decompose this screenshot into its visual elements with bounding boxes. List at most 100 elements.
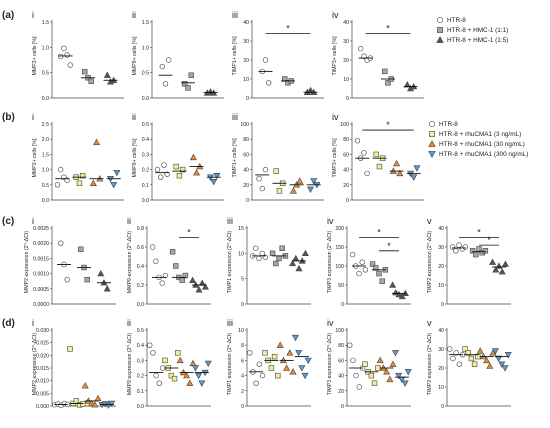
- data-point: [396, 169, 404, 177]
- data-point: [462, 346, 468, 352]
- data-point: [173, 163, 179, 170]
- data-point: [186, 379, 194, 386]
- data-point: [501, 260, 509, 267]
- data-point: [356, 384, 363, 390]
- series-2: [489, 258, 509, 275]
- data-point: [256, 361, 263, 367]
- y-tick-label: 0.025: [36, 341, 49, 347]
- data-point: [191, 365, 199, 372]
- data-point: [358, 45, 364, 52]
- y-tick-label: 0: [341, 302, 344, 308]
- row-label: (c): [2, 216, 14, 227]
- y-tick-label: 30: [438, 245, 444, 251]
- data-point: [89, 179, 97, 186]
- data-point: [189, 153, 197, 161]
- data-point: [78, 246, 84, 252]
- series-0: [154, 162, 170, 180]
- y-tick-label: 0: [346, 198, 349, 204]
- data-point: [436, 36, 444, 43]
- y-tick-label: 0: [241, 302, 244, 308]
- y-tick-label: 0.5: [137, 328, 144, 334]
- series-0: [449, 242, 469, 254]
- data-point: [468, 355, 475, 362]
- data-point: [153, 258, 159, 264]
- y-tick-label: 5: [241, 277, 244, 283]
- data-point: [269, 250, 276, 257]
- y-tick-label: 6: [241, 358, 244, 364]
- data-point: [289, 187, 297, 194]
- data-point: [108, 400, 116, 408]
- y-tick-label: 1.5: [42, 152, 49, 158]
- data-point: [301, 372, 309, 380]
- data-point: [353, 372, 359, 379]
- series-1: [181, 72, 195, 91]
- y-tick-label: 0.0: [142, 198, 149, 204]
- data-point: [103, 71, 111, 78]
- y-tick-label: 40: [438, 226, 444, 232]
- legend-label: HTR-8: [439, 121, 458, 128]
- y-tick-label: 2: [241, 389, 244, 395]
- data-point: [103, 285, 111, 292]
- data-point: [198, 380, 206, 387]
- data-point: [168, 372, 175, 379]
- series-0: [447, 346, 466, 367]
- data-point: [295, 350, 303, 357]
- y-tick-label: 0: [346, 96, 349, 102]
- data-point: [495, 355, 503, 363]
- data-point: [298, 365, 306, 372]
- y-tick-label: 30: [243, 39, 249, 45]
- data-point: [213, 172, 221, 180]
- y-tick-label: 4: [241, 374, 244, 380]
- y-axis-label: MMP2 expression (2^-ΔCt): [32, 333, 38, 395]
- data-point: [82, 68, 88, 75]
- data-point: [262, 166, 269, 173]
- panel-c-iii: iii 0 5 10 15 TIMP1 expression (2^-ΔCt): [227, 216, 311, 308]
- y-tick-label: 40: [343, 168, 349, 174]
- significance-star: *: [377, 228, 381, 238]
- data-point: [429, 131, 435, 137]
- row-label: (b): [2, 112, 15, 123]
- data-point: [291, 334, 299, 342]
- data-point: [456, 361, 463, 367]
- data-point: [447, 346, 453, 352]
- data-point: [306, 86, 315, 94]
- data-point: [91, 401, 99, 408]
- data-point: [176, 172, 183, 179]
- significance-star: *: [477, 228, 481, 238]
- data-point: [166, 57, 172, 63]
- series-1: [262, 350, 281, 379]
- row-label: (a): [2, 10, 14, 21]
- series-1: [272, 168, 287, 194]
- series-0: [54, 166, 70, 188]
- data-point: [153, 372, 159, 379]
- data-point: [113, 169, 121, 177]
- y-tick-label: 0: [341, 404, 344, 410]
- series-0: [158, 57, 173, 87]
- data-point: [189, 276, 197, 283]
- y-tick-label: 40: [343, 20, 349, 26]
- y-axis-label: TIMP3 expression (2^-ΔCt): [327, 231, 333, 294]
- panel-numeral: v: [427, 216, 432, 226]
- data-point: [171, 375, 178, 382]
- data-point: [347, 342, 353, 348]
- series-2: [289, 177, 304, 194]
- y-tick-label: 20: [343, 183, 349, 189]
- data-point: [262, 57, 269, 63]
- y-tick-label: 60: [338, 358, 344, 364]
- y-tick-label: 0.6: [137, 245, 144, 251]
- data-point: [373, 151, 379, 158]
- y-tick-label: 20: [243, 183, 249, 189]
- y-axis-label: TIMP1+ cells [%]: [232, 138, 238, 178]
- series-2: [97, 269, 111, 292]
- panel-d-i: (d) i 0.000 0.005 0.010 0.015 0.020 0.025 0.030M…: [2, 318, 116, 410]
- panel-c-i: (c) i 0.0000 0.0005 0.0010 0.0015 0.0020 0.0025…: [2, 216, 116, 308]
- y-tick-label: 0.0: [42, 198, 49, 204]
- data-point: [210, 179, 218, 186]
- y-tick-label: 0.1: [137, 389, 144, 395]
- series-0: [349, 251, 369, 277]
- data-point: [362, 267, 369, 273]
- y-tick-label: 80: [343, 137, 349, 143]
- data-point: [276, 255, 282, 262]
- y-tick-label: 10: [343, 77, 349, 83]
- data-point: [97, 269, 105, 277]
